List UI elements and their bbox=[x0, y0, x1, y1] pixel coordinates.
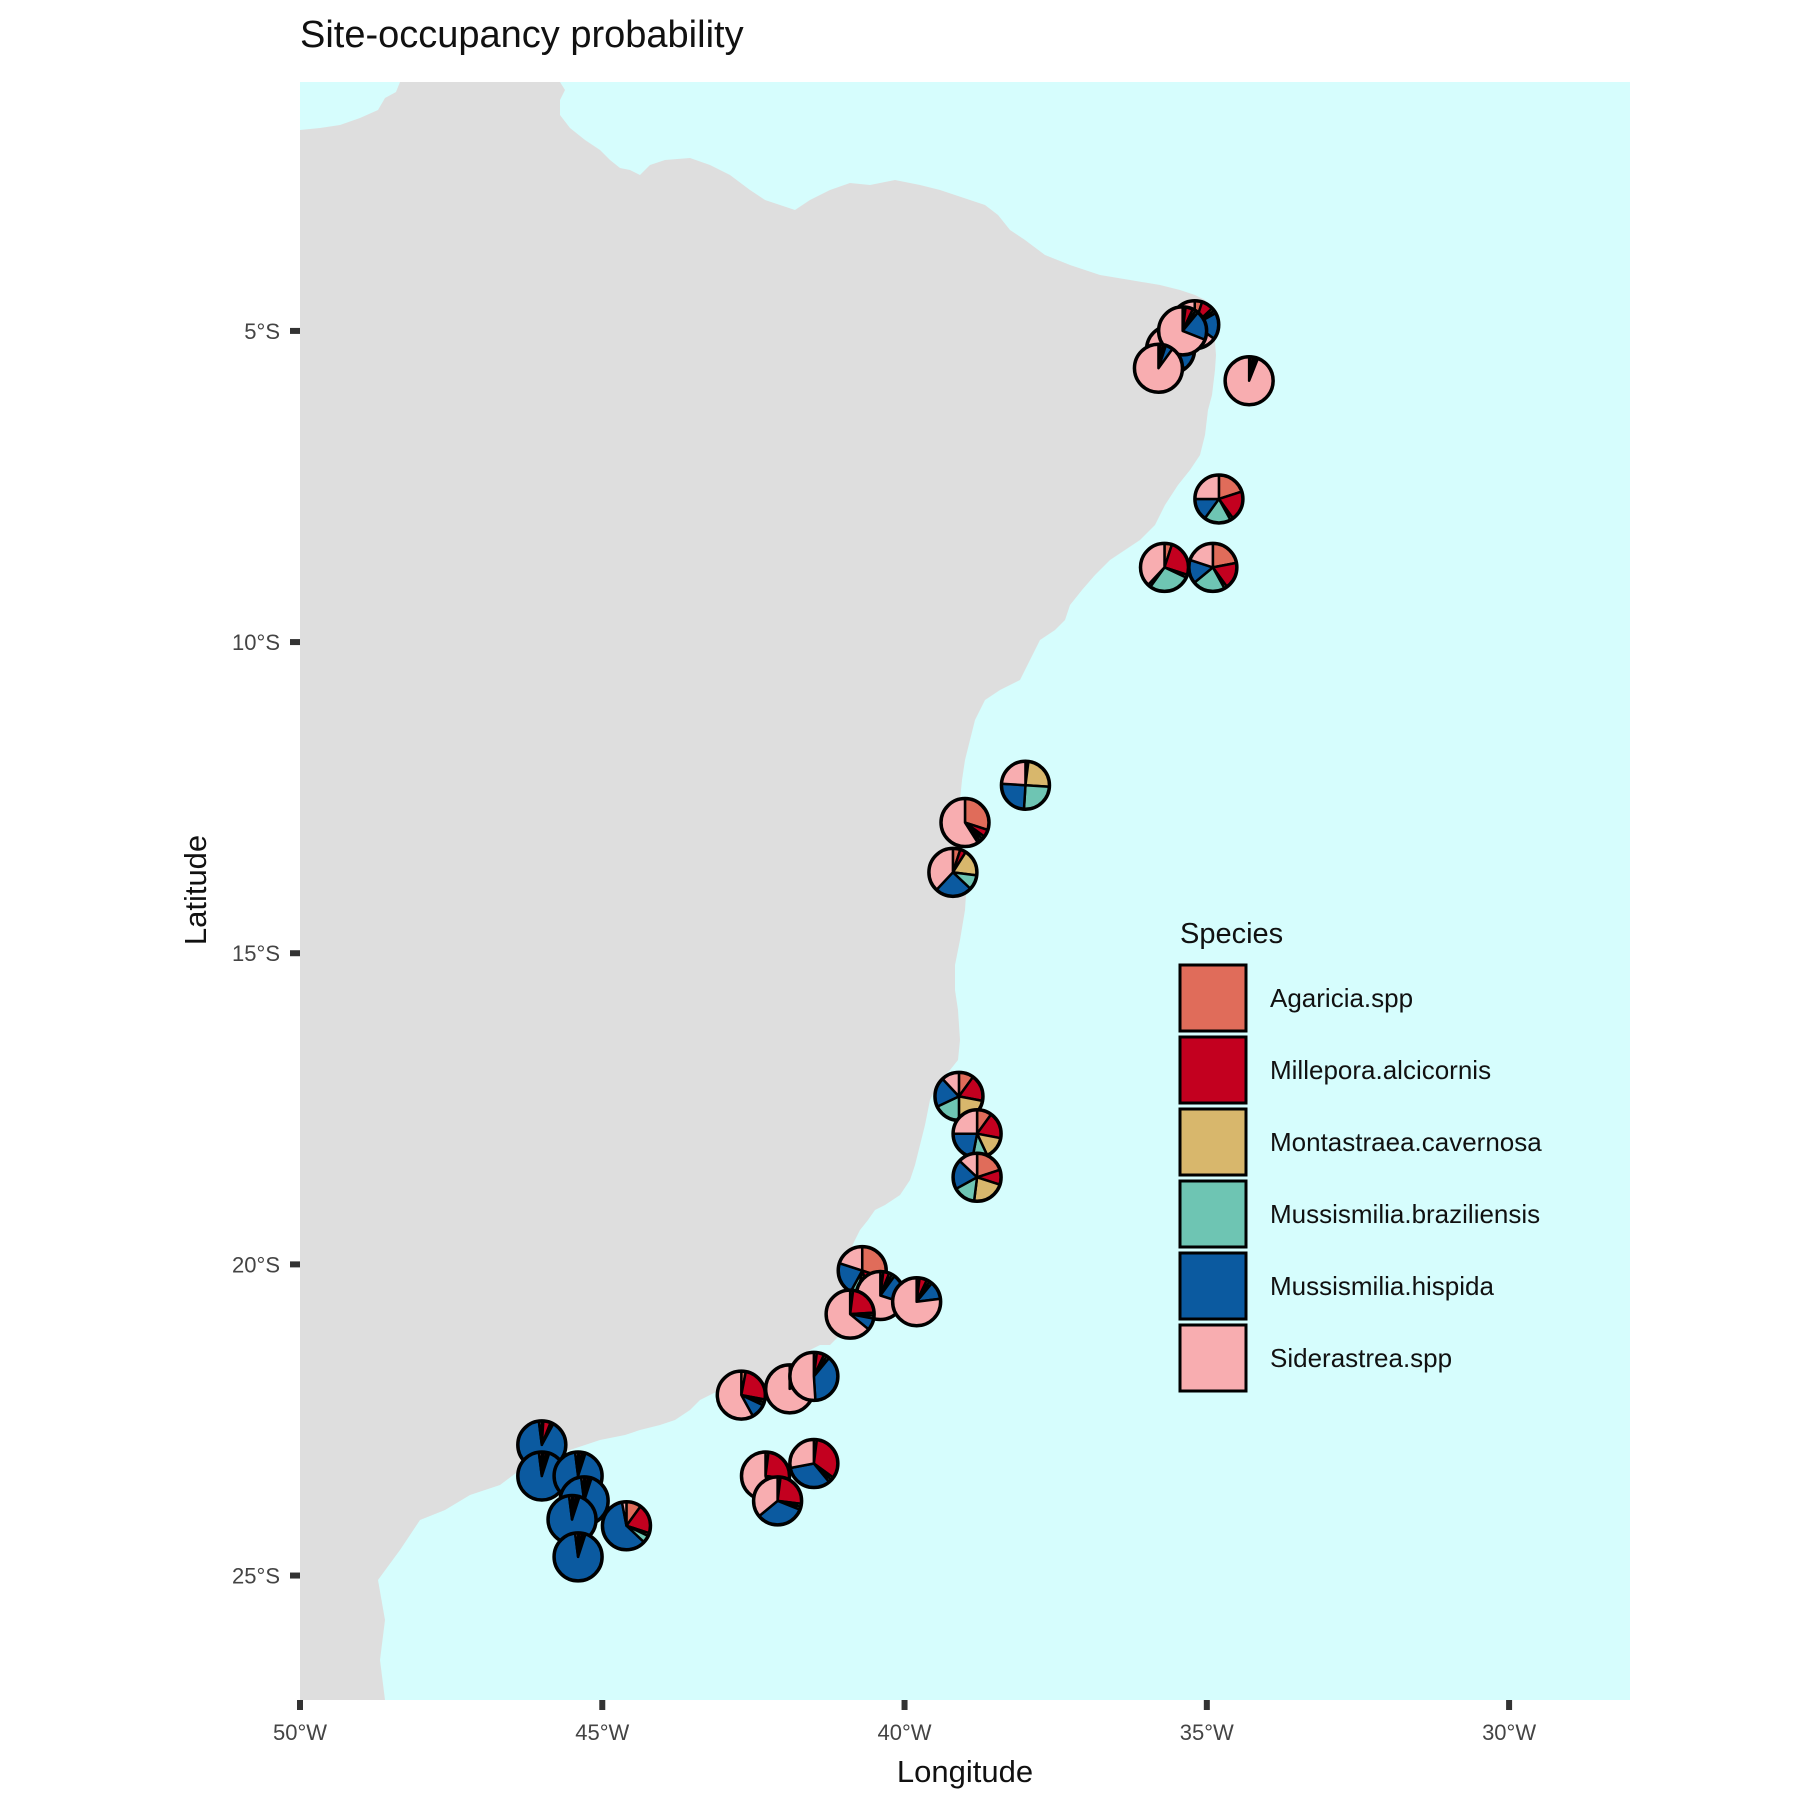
site-pie bbox=[951, 1151, 1003, 1204]
site-pie bbox=[1187, 541, 1239, 594]
site-pie bbox=[1223, 354, 1275, 407]
site-pie bbox=[890, 1275, 943, 1328]
site-pies bbox=[516, 298, 1275, 1583]
pie-outline bbox=[939, 796, 991, 849]
x-tick-label: 50°W bbox=[273, 1720, 327, 1745]
legend-swatch bbox=[1178, 1323, 1248, 1393]
y-tick-label: 25°S bbox=[232, 1564, 280, 1589]
legend-label: Siderastrea.spp bbox=[1270, 1343, 1452, 1373]
site-pie bbox=[552, 1531, 604, 1583]
legend: Species Agaricia.spp Millepora.alcicornis M… bbox=[1178, 918, 1542, 1393]
site-pie bbox=[1138, 541, 1191, 594]
site-pie bbox=[824, 1288, 876, 1340]
site-pie bbox=[516, 1450, 568, 1502]
pie-outline bbox=[788, 1350, 840, 1403]
legend-swatch bbox=[1178, 963, 1248, 1033]
x-tick-label: 40°W bbox=[878, 1720, 932, 1745]
pie-outline bbox=[890, 1275, 943, 1328]
pie-outline bbox=[1156, 305, 1209, 357]
legend-label: Mussismilia.hispida bbox=[1270, 1271, 1494, 1301]
land-mass bbox=[300, 82, 1216, 1700]
x-axis-title: Longitude bbox=[897, 1754, 1033, 1789]
legend-swatch bbox=[1178, 1035, 1248, 1105]
pie-outline bbox=[1187, 541, 1239, 594]
y-tick-label: 20°S bbox=[232, 1252, 280, 1277]
site-pie bbox=[788, 1350, 840, 1403]
pie-outline bbox=[788, 1437, 840, 1490]
site-pie bbox=[1193, 473, 1245, 525]
pie-outline bbox=[552, 1531, 604, 1583]
site-pie bbox=[951, 1107, 1003, 1160]
legend-swatch bbox=[1178, 1107, 1248, 1177]
pie-outline bbox=[1223, 354, 1275, 407]
site-pie bbox=[927, 846, 979, 899]
x-tick-label: 30°W bbox=[1482, 1720, 1536, 1745]
site-pie bbox=[751, 1475, 804, 1527]
pie-outline bbox=[751, 1475, 804, 1527]
legend-swatch bbox=[1178, 1251, 1248, 1321]
site-pie bbox=[715, 1369, 768, 1421]
chart-title: Site-occupancy probability bbox=[300, 14, 744, 56]
pie-outline bbox=[951, 1151, 1003, 1204]
legend-swatch bbox=[1178, 1179, 1248, 1249]
legend-label: Millepora.alcicornis bbox=[1270, 1055, 1491, 1085]
pie-outline bbox=[999, 759, 1052, 811]
legend-label: Mussismilia.braziliensis bbox=[1270, 1199, 1540, 1229]
pie-outline bbox=[600, 1500, 653, 1552]
site-pie bbox=[788, 1437, 840, 1490]
axis-ticks: 50°W 45°W 40°W 35°W 30°W 5°S 10°S 15°S 20°S 25°S bbox=[232, 319, 1536, 1745]
legend-label: Montastraea.cavernosa bbox=[1270, 1127, 1542, 1157]
site-pie bbox=[933, 1070, 985, 1123]
site-pie bbox=[600, 1500, 653, 1552]
legend-label: Agaricia.spp bbox=[1270, 983, 1413, 1013]
site-pie bbox=[939, 796, 991, 849]
site-pie bbox=[1132, 342, 1185, 395]
y-tick-label: 15°S bbox=[232, 941, 280, 966]
pie-outline bbox=[824, 1288, 876, 1340]
pie-outline bbox=[1132, 342, 1185, 395]
x-tick-label: 35°W bbox=[1180, 1720, 1234, 1745]
y-axis-title: Latitude bbox=[178, 835, 213, 945]
site-pie bbox=[546, 1493, 598, 1546]
site-pie bbox=[999, 759, 1052, 811]
y-tick-label: 5°S bbox=[244, 319, 280, 344]
x-tick-label: 45°W bbox=[575, 1720, 629, 1745]
legend-title: Species bbox=[1180, 918, 1283, 950]
pie-outline bbox=[927, 846, 979, 899]
pie-outline bbox=[1193, 473, 1245, 525]
y-tick-label: 10°S bbox=[232, 630, 280, 655]
